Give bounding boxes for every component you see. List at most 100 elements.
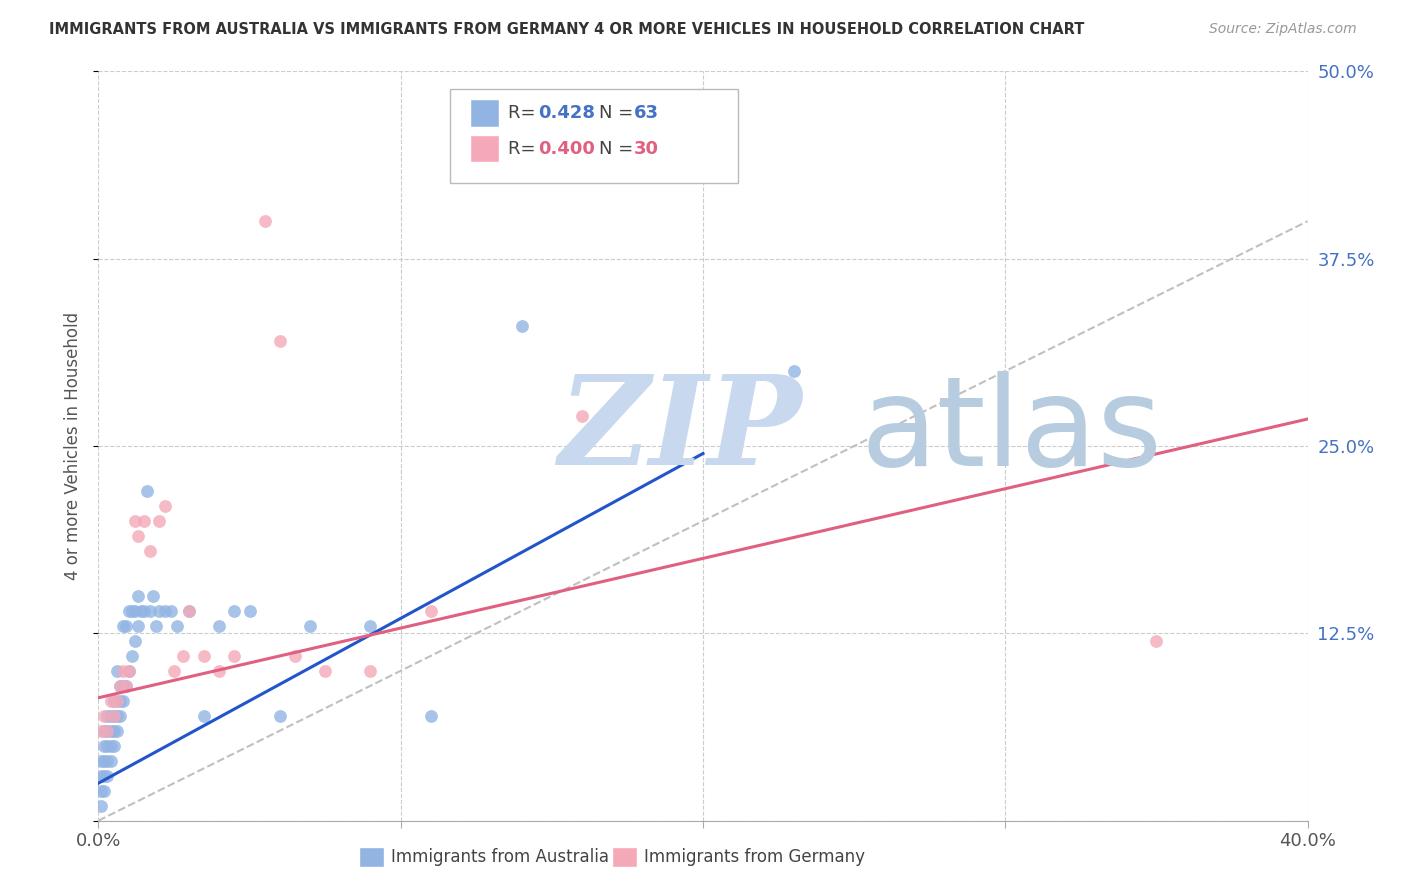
Point xyxy=(160,604,183,618)
Point xyxy=(96,769,118,783)
Point xyxy=(100,708,122,723)
Point xyxy=(129,604,152,618)
Point xyxy=(631,169,654,184)
Point xyxy=(103,739,125,753)
Point xyxy=(93,754,115,768)
Point xyxy=(208,619,231,633)
Point xyxy=(420,604,443,618)
Point xyxy=(93,723,115,738)
Point xyxy=(100,723,122,738)
Point xyxy=(127,529,149,543)
Point xyxy=(108,679,131,693)
Point xyxy=(103,708,125,723)
Text: ZIP: ZIP xyxy=(558,370,801,491)
Point xyxy=(139,544,162,558)
Point xyxy=(103,723,125,738)
Text: 0.400: 0.400 xyxy=(538,140,595,158)
Point xyxy=(420,708,443,723)
Text: 30: 30 xyxy=(634,140,659,158)
Text: Immigrants from Australia: Immigrants from Australia xyxy=(391,848,609,866)
Point xyxy=(163,664,186,678)
Point xyxy=(127,619,149,633)
Point xyxy=(90,798,112,813)
Point xyxy=(284,648,307,663)
Point xyxy=(1144,633,1167,648)
Point xyxy=(114,679,136,693)
Point xyxy=(193,708,215,723)
Point xyxy=(114,619,136,633)
Point xyxy=(132,514,155,528)
Point xyxy=(96,723,118,738)
Point xyxy=(172,648,194,663)
Point xyxy=(269,334,291,348)
Point xyxy=(145,619,167,633)
Point xyxy=(193,648,215,663)
Point xyxy=(269,708,291,723)
Point xyxy=(103,708,125,723)
Point xyxy=(100,754,122,768)
Point xyxy=(90,783,112,797)
Point xyxy=(111,694,134,708)
Point xyxy=(105,694,128,708)
Point xyxy=(105,664,128,678)
Point xyxy=(118,664,141,678)
Point xyxy=(142,589,165,603)
Text: N =: N = xyxy=(599,104,638,122)
Point xyxy=(510,319,533,334)
Point xyxy=(108,694,131,708)
Text: 0.428: 0.428 xyxy=(538,104,596,122)
Text: N =: N = xyxy=(599,140,638,158)
Point xyxy=(96,708,118,723)
Point xyxy=(124,604,146,618)
Point xyxy=(93,708,115,723)
Point xyxy=(124,514,146,528)
Text: IMMIGRANTS FROM AUSTRALIA VS IMMIGRANTS FROM GERMANY 4 OR MORE VEHICLES IN HOUSE: IMMIGRANTS FROM AUSTRALIA VS IMMIGRANTS … xyxy=(49,22,1084,37)
Point xyxy=(118,604,141,618)
Point xyxy=(100,694,122,708)
Point xyxy=(571,409,593,423)
Point xyxy=(105,723,128,738)
Point xyxy=(121,604,143,618)
Text: R=: R= xyxy=(508,104,541,122)
Point xyxy=(148,514,170,528)
Point xyxy=(121,648,143,663)
Point xyxy=(148,604,170,618)
Point xyxy=(314,664,336,678)
Point xyxy=(139,604,162,618)
Point xyxy=(253,214,276,228)
Point xyxy=(108,679,131,693)
Point xyxy=(90,769,112,783)
Point xyxy=(783,364,806,378)
Point xyxy=(90,754,112,768)
Point xyxy=(360,664,382,678)
Point xyxy=(114,679,136,693)
Point xyxy=(224,648,246,663)
Point xyxy=(118,664,141,678)
Point xyxy=(179,604,201,618)
Point xyxy=(111,664,134,678)
Point xyxy=(96,739,118,753)
Point xyxy=(166,619,188,633)
Point xyxy=(105,708,128,723)
Point xyxy=(127,589,149,603)
Point xyxy=(153,604,176,618)
Point xyxy=(93,769,115,783)
Text: Immigrants from Germany: Immigrants from Germany xyxy=(644,848,865,866)
Point xyxy=(360,619,382,633)
Point xyxy=(135,483,157,498)
Point xyxy=(299,619,322,633)
Point xyxy=(108,708,131,723)
Text: atlas: atlas xyxy=(860,370,1163,491)
Point xyxy=(111,619,134,633)
Point xyxy=(96,754,118,768)
Text: Source: ZipAtlas.com: Source: ZipAtlas.com xyxy=(1209,22,1357,37)
Point xyxy=(111,679,134,693)
Point xyxy=(208,664,231,678)
Point xyxy=(93,739,115,753)
Point xyxy=(239,604,262,618)
Point xyxy=(100,739,122,753)
Point xyxy=(103,694,125,708)
Text: R=: R= xyxy=(508,140,541,158)
Point xyxy=(93,783,115,797)
Point xyxy=(179,604,201,618)
